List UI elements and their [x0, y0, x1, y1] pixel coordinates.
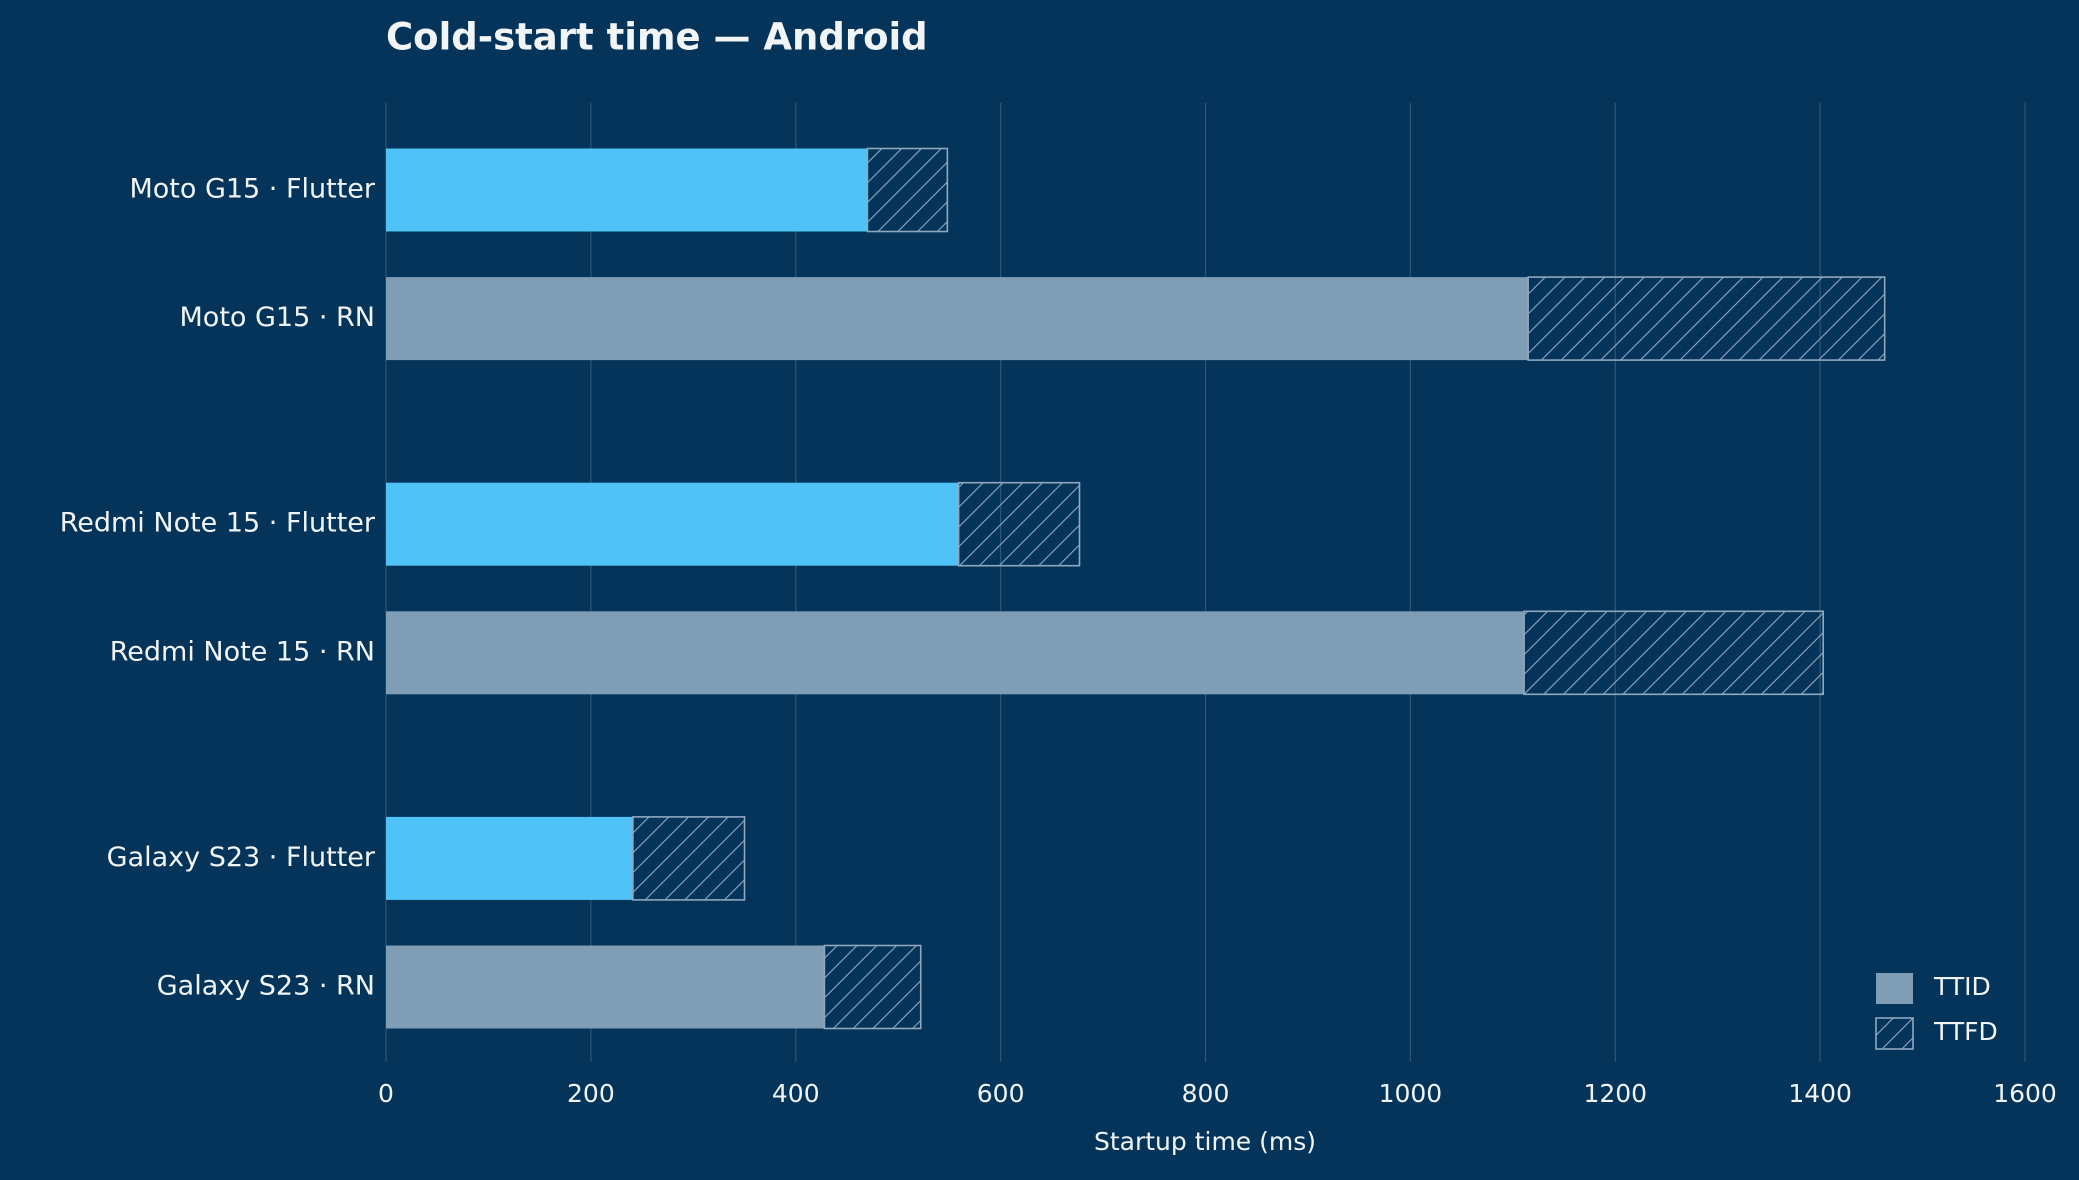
x-tick-label: 200	[567, 1079, 615, 1108]
bars	[386, 147, 1886, 1030]
y-tick-label: Redmi Note 15 · RN	[110, 636, 375, 667]
bar-segment	[386, 816, 633, 900]
x-tick-label: 800	[1182, 1079, 1230, 1108]
y-tick-label: Moto G15 · RN	[180, 302, 376, 333]
legend-label: TTFD	[1933, 1017, 1998, 1046]
legend-label: TTID	[1933, 972, 1991, 1001]
x-axis-label: Startup time (ms)	[1094, 1127, 1316, 1156]
bar-segment-hatched	[632, 816, 746, 901]
x-tick-label: 1000	[1379, 1079, 1443, 1108]
bar-segment-hatched	[866, 147, 949, 233]
x-tick-label: 1200	[1583, 1079, 1647, 1108]
x-tick-label: 600	[977, 1079, 1025, 1108]
x-tick-label: 0	[378, 1079, 394, 1108]
bar-segment-hatched	[1523, 610, 1824, 696]
bar-segment-hatched	[957, 481, 1081, 567]
bar-segment-hatched	[823, 944, 922, 1030]
bar-segment	[386, 611, 1525, 695]
bar-segment-hatched	[1527, 276, 1886, 361]
y-tick-label: Moto G15 · Flutter	[129, 174, 375, 205]
bar-segment	[386, 148, 868, 232]
y-tick-label: Redmi Note 15 · Flutter	[60, 508, 376, 539]
x-tick-label: 1400	[1788, 1079, 1852, 1108]
x-tick-label: 400	[772, 1079, 820, 1108]
bar-segment	[386, 945, 825, 1029]
bar-segment	[386, 482, 959, 566]
bar-segment	[386, 277, 1529, 361]
grid	[385, 103, 2026, 1062]
y-tick-label: Galaxy S23 · RN	[157, 971, 375, 1002]
chart-title: Cold-start time — Android	[386, 16, 928, 59]
legend-swatch	[1875, 1017, 1914, 1050]
y-tick-label: Galaxy S23 · Flutter	[107, 842, 376, 873]
x-tick-label: 1600	[1993, 1079, 2057, 1108]
legend-swatch	[1876, 973, 1913, 1004]
